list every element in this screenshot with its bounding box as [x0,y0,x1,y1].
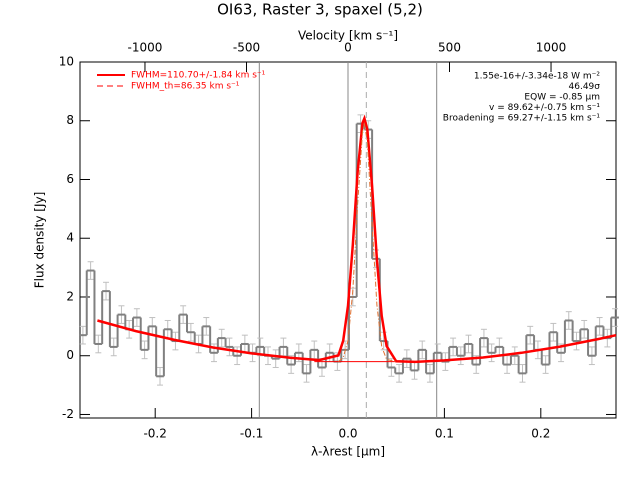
x-tick-label: 0.1 [435,427,454,441]
fit-line [97,114,617,364]
top-axis-label: Velocity [km s⁻¹] [298,29,398,43]
top-x-tick-label: 0 [344,41,352,55]
theoretical-fit-line [338,123,397,363]
x-axis-label: λ-λrest [µm] [311,445,385,459]
annotation: Broadening = 69.27+/-1.15 km s⁻¹ [443,114,601,124]
top-x-tick-label: 1000 [536,41,567,55]
top-x-tick-label: 500 [438,41,461,55]
y-tick-label: 8 [66,113,74,127]
y-tick-label: -2 [62,407,74,421]
x-tick-label: -0.1 [240,427,263,441]
x-tick-label: 0.2 [531,427,550,441]
x-tick-label: -0.2 [143,427,166,441]
chart-title: OI63, Raster 3, spaxel (5,2) [217,1,423,19]
y-tick-label: 2 [66,289,74,303]
y-axis-label: Flux density [Jy] [33,192,47,289]
annotation: 46.49σ [569,82,601,92]
x-tick-label: 0.0 [338,427,357,441]
y-tick-label: 10 [59,55,74,69]
top-x-tick-label: -500 [233,41,260,55]
annotation: v = 89.62+/-0.75 km s⁻¹ [489,103,600,113]
legend-label: FWHM=110.70+/-1.84 km s⁻¹ [131,71,266,81]
annotation: 1.55e-16+/-3.34e-18 W m⁻² [474,72,601,82]
y-tick-label: 4 [66,231,74,245]
top-x-tick-label: -1000 [128,41,163,55]
y-tick-label: 0 [66,348,74,362]
y-tick-label: 6 [66,172,74,186]
annotation: EQW = -0.85 µm [524,93,600,103]
legend-label: FWHM_th=86.35 km s⁻¹ [131,82,240,92]
